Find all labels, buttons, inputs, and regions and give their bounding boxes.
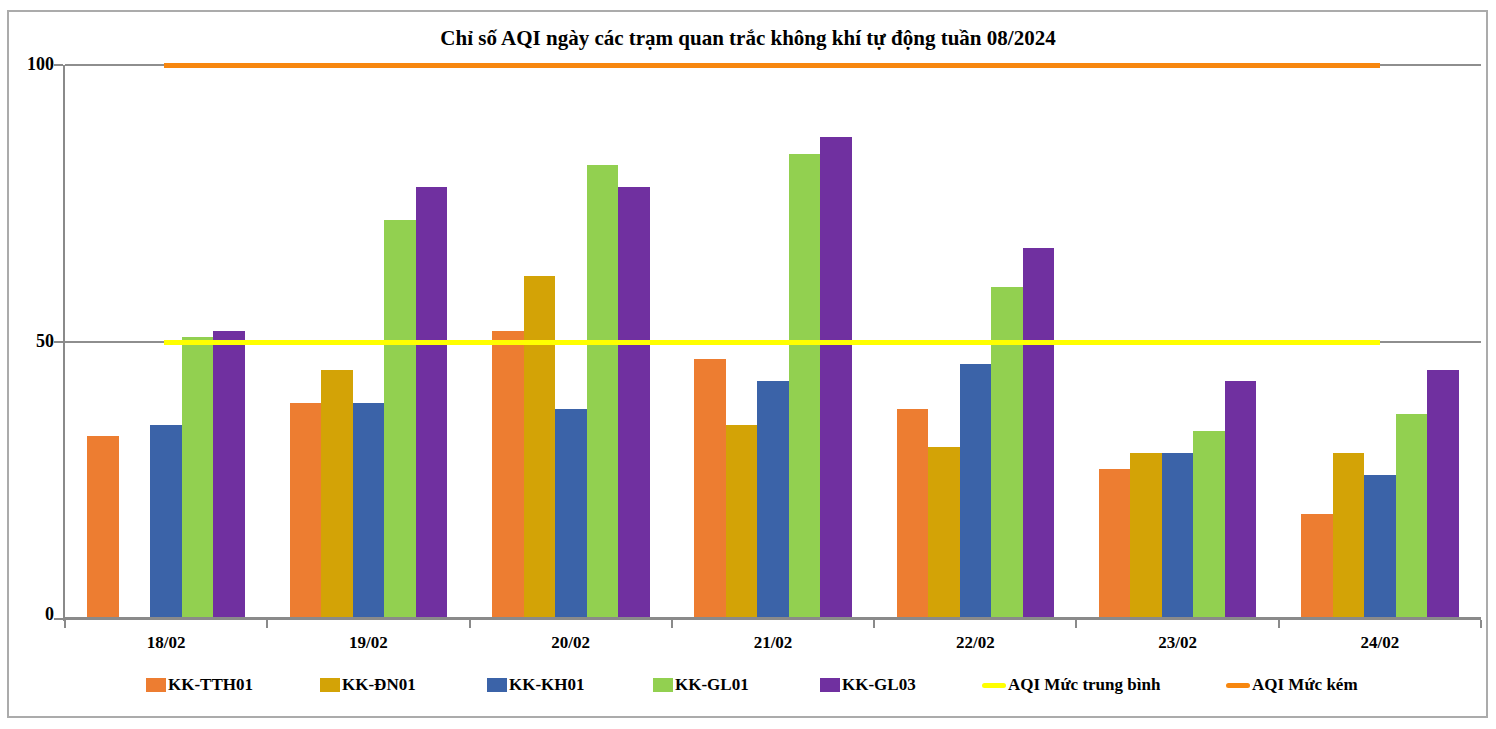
bar-kk-tth01-20-02 bbox=[492, 331, 524, 619]
bar-kk-n01-21-02 bbox=[726, 425, 758, 619]
x-tick-1 bbox=[266, 620, 268, 628]
x-axis-label-18-02: 18/02 bbox=[106, 633, 226, 653]
bar-kk-n01-19-02 bbox=[321, 370, 353, 619]
bar-kk-n01-23-02 bbox=[1130, 453, 1162, 619]
y-tick-50 bbox=[54, 341, 63, 343]
legend-item-6: AQI Mức kém bbox=[1226, 674, 1358, 696]
y-axis-label-50: 50 bbox=[0, 331, 54, 351]
legend-swatch-icon bbox=[653, 678, 673, 692]
x-axis-label-22-02: 22/02 bbox=[915, 633, 1035, 653]
bar-kk-gl03-24-02 bbox=[1427, 370, 1459, 619]
bar-kk-n01-24-02 bbox=[1333, 453, 1365, 619]
legend-swatch-icon bbox=[320, 678, 340, 692]
aqi-weekly-chart: Chỉ số AQI ngày các trạm quan trắc không… bbox=[0, 0, 1496, 729]
bar-kk-kh01-18-02 bbox=[150, 425, 182, 619]
y-tick-100 bbox=[54, 64, 63, 66]
y-axis-line bbox=[63, 65, 65, 621]
legend-label: KK-KH01 bbox=[509, 674, 585, 696]
bar-kk-gl01-22-02 bbox=[991, 287, 1023, 619]
plot-area bbox=[65, 65, 1481, 619]
legend-label: KK-GL03 bbox=[842, 674, 916, 696]
legend-swatch-icon bbox=[487, 678, 507, 692]
bar-kk-tth01-21-02 bbox=[694, 359, 726, 619]
x-axis-label-23-02: 23/02 bbox=[1118, 633, 1238, 653]
chart-title: Chỉ số AQI ngày các trạm quan trắc không… bbox=[0, 26, 1496, 51]
legend-item-0: KK-TTH01 bbox=[146, 674, 253, 696]
refline-kem bbox=[164, 63, 1380, 68]
bar-kk-kh01-24-02 bbox=[1364, 475, 1396, 619]
bar-kk-gl03-21-02 bbox=[820, 137, 852, 619]
bar-kk-tth01-19-02 bbox=[290, 403, 322, 619]
legend-line-icon bbox=[1226, 683, 1250, 688]
legend-item-4: KK-GL03 bbox=[820, 674, 916, 696]
legend-label: AQI Mức kém bbox=[1252, 674, 1358, 696]
bar-kk-gl03-20-02 bbox=[618, 187, 650, 619]
y-axis-label-100: 100 bbox=[0, 54, 54, 74]
bar-kk-gl01-24-02 bbox=[1396, 414, 1428, 619]
bar-kk-gl01-21-02 bbox=[789, 154, 821, 619]
bar-kk-gl03-18-02 bbox=[213, 331, 245, 619]
refline-trung-binh bbox=[164, 340, 1380, 345]
legend-label: KK-GL01 bbox=[675, 674, 749, 696]
bar-kk-n01-22-02 bbox=[928, 447, 960, 619]
legend-item-2: KK-KH01 bbox=[487, 674, 585, 696]
bar-kk-gl03-19-02 bbox=[416, 187, 448, 619]
bar-kk-n01-20-02 bbox=[524, 276, 556, 620]
bar-kk-kh01-23-02 bbox=[1162, 453, 1194, 619]
legend-label: AQI Mức trung bình bbox=[1008, 674, 1160, 696]
bar-kk-kh01-20-02 bbox=[555, 409, 587, 620]
x-axis-line bbox=[63, 617, 1481, 620]
x-axis-label-21-02: 21/02 bbox=[713, 633, 833, 653]
legend-swatch-icon bbox=[820, 678, 840, 692]
bar-kk-kh01-22-02 bbox=[960, 364, 992, 619]
legend-line-icon bbox=[982, 683, 1006, 688]
legend-item-1: KK-ĐN01 bbox=[320, 674, 416, 696]
x-tick-3 bbox=[671, 620, 673, 628]
bar-kk-gl03-22-02 bbox=[1023, 248, 1055, 619]
bar-kk-tth01-18-02 bbox=[87, 436, 119, 619]
bar-kk-tth01-23-02 bbox=[1099, 469, 1131, 619]
legend-label: KK-ĐN01 bbox=[342, 674, 416, 696]
x-tick-0 bbox=[64, 620, 66, 628]
legend-item-3: KK-GL01 bbox=[653, 674, 749, 696]
y-tick-0 bbox=[54, 618, 63, 620]
x-axis-label-24-02: 24/02 bbox=[1320, 633, 1440, 653]
bar-kk-kh01-21-02 bbox=[757, 381, 789, 619]
x-tick-4 bbox=[873, 620, 875, 628]
bar-kk-gl01-20-02 bbox=[587, 165, 619, 619]
x-tick-2 bbox=[469, 620, 471, 628]
legend-swatch-icon bbox=[146, 678, 166, 692]
legend-label: KK-TTH01 bbox=[168, 674, 253, 696]
x-axis-label-20-02: 20/02 bbox=[511, 633, 631, 653]
legend-item-5: AQI Mức trung bình bbox=[982, 674, 1160, 696]
y-axis-label-0: 0 bbox=[0, 604, 54, 624]
bar-kk-gl01-18-02 bbox=[182, 337, 214, 620]
x-axis-label-19-02: 19/02 bbox=[308, 633, 428, 653]
bar-kk-gl01-19-02 bbox=[384, 220, 416, 619]
bar-kk-gl03-23-02 bbox=[1225, 381, 1257, 619]
x-tick-5 bbox=[1075, 620, 1077, 628]
bar-kk-kh01-19-02 bbox=[353, 403, 385, 619]
bar-kk-tth01-22-02 bbox=[897, 409, 929, 620]
bar-kk-gl01-23-02 bbox=[1193, 431, 1225, 619]
bar-kk-tth01-24-02 bbox=[1301, 514, 1333, 619]
x-tick-6 bbox=[1278, 620, 1280, 628]
x-tick-7 bbox=[1480, 620, 1482, 628]
